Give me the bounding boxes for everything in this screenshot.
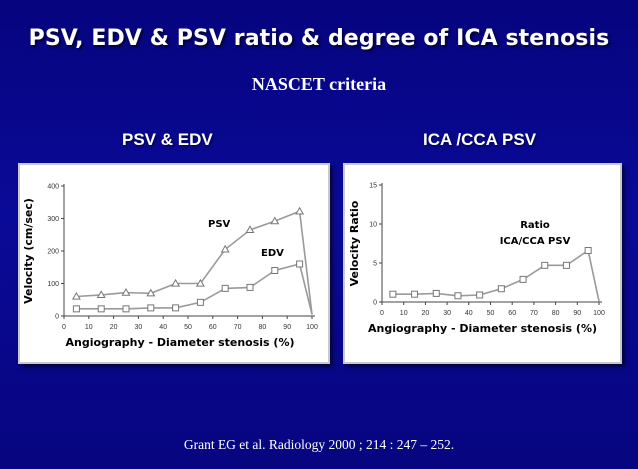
velocity-chart: 0 10 20 30 40 50 60 70 80 90 100 0 100 200 300 400 Angio…: [22, 184, 318, 350]
y-tick-label: 300: [47, 216, 59, 223]
data-point-square: [296, 260, 304, 268]
x-tick-label: 0: [62, 324, 66, 331]
data-point-triangle: [270, 216, 280, 225]
series-label-psv: PSV: [208, 219, 231, 230]
ratio-chart: 0 10 20 30 40 50 60 70 80 90 100 0 5 10 15 Angiography …: [348, 183, 605, 336]
data-point-triangle: [146, 288, 156, 297]
x-tick-label: 50: [184, 324, 192, 331]
x-tick-label: 30: [443, 310, 451, 317]
ratio-annotation-line2: ICA/CCA PSV: [500, 236, 571, 247]
data-point-triangle: [171, 278, 181, 287]
data-point-triangle: [71, 291, 81, 300]
data-point-square: [584, 247, 592, 255]
data-point-triangle: [220, 244, 230, 253]
series-line-psv: [76, 210, 313, 315]
y-tick-label: 400: [47, 184, 59, 191]
slide-subtitle: NASCET criteria: [251, 74, 387, 94]
y-tick-label: 5: [373, 261, 377, 268]
x-tick-label: 10: [400, 310, 408, 317]
x-tick-label: 20: [110, 324, 118, 331]
x-tick-label: 50: [487, 310, 495, 317]
ratio-chart-panel: 0 10 20 30 40 50 60 70 80 90 100 0 5 10 15 Angiography …: [343, 163, 622, 364]
y-tick-label: 0: [373, 300, 377, 307]
x-tick-label: 10: [85, 324, 93, 331]
data-point-square: [476, 291, 484, 299]
data-point-square: [497, 285, 505, 293]
x-tick-label: 30: [135, 324, 143, 331]
data-point-square: [519, 275, 527, 283]
ratio-annotation-line1: Ratio: [520, 220, 550, 231]
slide-title: PSV, EDV & PSV ratio & degree of ICA ste…: [28, 26, 610, 51]
x-tick-label: 60: [209, 324, 217, 331]
data-point-triangle: [121, 288, 131, 296]
data-point-square: [221, 284, 229, 292]
data-point-triangle: [195, 278, 205, 287]
data-point-triangle: [96, 290, 106, 298]
y-tick-label: 15: [369, 183, 377, 190]
y-tick-label: 0: [55, 314, 59, 321]
data-point-square: [454, 292, 462, 300]
series-label-edv: EDV: [261, 248, 284, 259]
x-tick-label: 60: [508, 310, 516, 317]
x-tick-label: 100: [306, 324, 318, 331]
series-line-ratio-ica-cca-psv: [392, 249, 600, 302]
y-tick-label: 100: [47, 281, 59, 288]
data-point-square: [389, 290, 397, 298]
data-point-square: [196, 298, 204, 306]
x-tick-label: 20: [422, 310, 430, 317]
y-tick-label: 10: [369, 222, 377, 229]
left-chart-heading: PSV & EDV: [122, 130, 213, 149]
data-point-square: [411, 290, 419, 298]
velocity-chart-panel: 0 10 20 30 40 50 60 70 80 90 100 0 100 200 300 400 Angio…: [18, 163, 330, 364]
x-tick-label: 40: [159, 324, 167, 331]
citation: Grant EG et al. Radiology 2000 ; 214 : 2…: [183, 437, 455, 452]
x-tick-label: 80: [259, 324, 267, 331]
y-tick-label: 200: [47, 249, 59, 256]
data-point-square: [147, 304, 155, 312]
data-point-square: [122, 305, 130, 313]
data-point-square: [97, 305, 105, 313]
x-tick-label: 70: [234, 324, 242, 331]
data-point-square: [562, 261, 570, 269]
x-tick-label: 100: [593, 310, 605, 317]
y-axis-label: Velocity (cm/sec): [22, 198, 35, 304]
right-chart-heading: ICA /CCA PSV: [423, 130, 537, 149]
y-axis-label: Velocity Ratio: [348, 200, 361, 286]
x-tick-label: 90: [573, 310, 581, 317]
x-axis-label: Angiography - Diameter stenosis (%): [368, 322, 597, 335]
data-point-square: [541, 261, 549, 269]
x-axis-label: Angiography - Diameter stenosis (%): [65, 336, 294, 349]
x-tick-label: 70: [530, 310, 538, 317]
x-tick-label: 40: [465, 310, 473, 317]
x-tick-label: 90: [283, 324, 291, 331]
data-point-square: [72, 305, 80, 313]
data-point-square: [432, 289, 440, 297]
data-point-square: [271, 267, 279, 274]
data-point-triangle: [295, 206, 305, 215]
data-point-square: [172, 304, 180, 312]
x-tick-label: 0: [380, 310, 384, 317]
x-tick-label: 80: [552, 310, 560, 317]
data-point-square: [246, 283, 254, 291]
data-point-triangle: [245, 225, 255, 233]
